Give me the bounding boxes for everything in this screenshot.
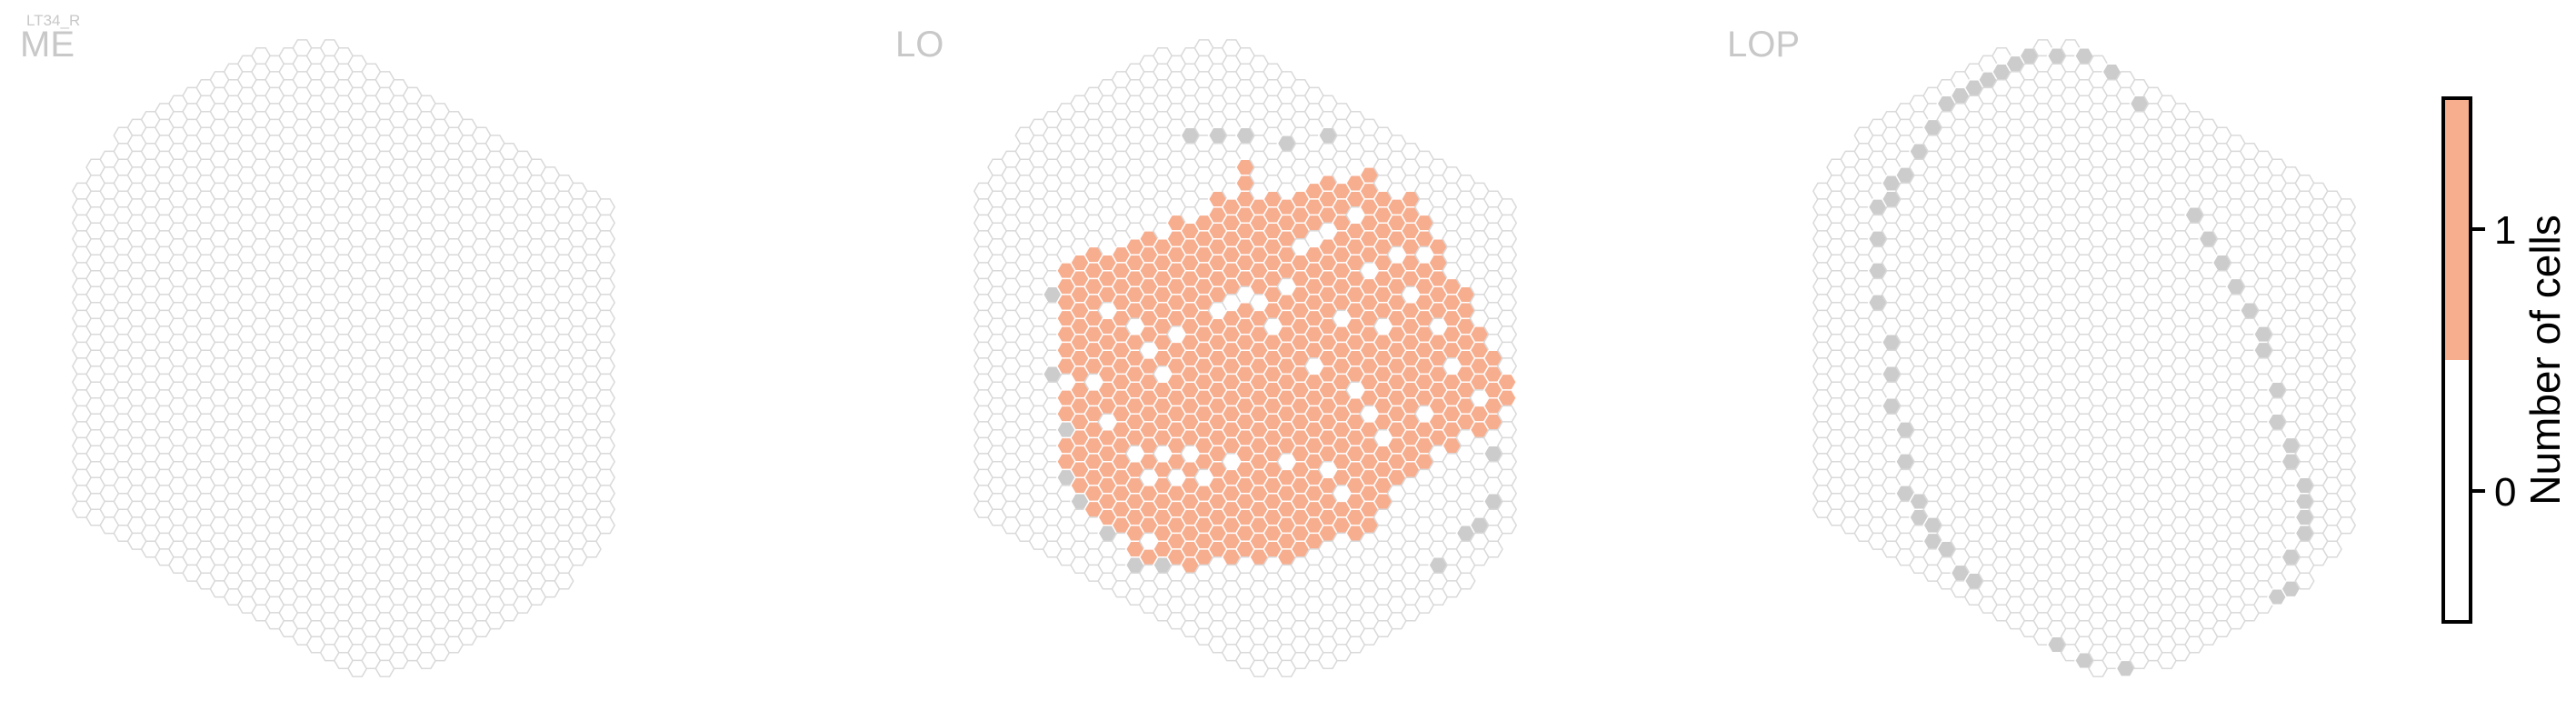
hex-column-empty	[595, 485, 615, 503]
hex-column-empty	[1497, 485, 1517, 503]
hex-column-empty	[2336, 245, 2356, 264]
hex-column-empty	[595, 294, 615, 312]
hex-column-empty	[1497, 325, 1517, 344]
hex-column-one-cell	[1497, 389, 1517, 407]
hex-column-empty	[1497, 468, 1517, 486]
hex-column-empty	[2336, 357, 2356, 376]
hex-column-empty	[1497, 277, 1517, 295]
colorbar-segment-zero	[2443, 360, 2471, 622]
hex-column-empty	[595, 341, 615, 359]
hex-column-empty	[1497, 230, 1517, 248]
hex-column-empty	[595, 262, 615, 280]
hex-column-empty	[2336, 294, 2356, 312]
hex-column-empty	[1497, 294, 1517, 312]
hex-grid-me	[72, 39, 615, 677]
colorbar-tick-label-0: 0	[2494, 470, 2516, 515]
hex-column-empty	[595, 230, 615, 248]
hex-column-empty	[1497, 341, 1517, 359]
hex-column-empty	[2336, 516, 2356, 535]
panel-lop: LOP	[1727, 25, 2356, 677]
hex-column-empty	[595, 357, 615, 376]
hex-grid-lo	[973, 39, 1517, 677]
hex-column-empty	[2336, 373, 2356, 391]
hex-column-empty	[595, 453, 615, 471]
hex-column-empty	[2336, 405, 2356, 423]
hex-column-empty	[2336, 325, 2356, 344]
hex-column-empty	[595, 468, 615, 486]
hex-column-empty	[2294, 572, 2315, 590]
colorbar-tick-label-1: 1	[2494, 208, 2516, 253]
hex-column-empty	[595, 436, 615, 455]
hex-column-empty	[595, 500, 615, 518]
hex-column-empty	[1497, 214, 1517, 232]
hex-column-empty	[2336, 341, 2356, 359]
hex-column-empty	[1483, 540, 1503, 558]
hex-column-empty	[2336, 277, 2356, 295]
hex-column-empty	[1497, 262, 1517, 280]
colorbar: 1 0 Number of cells	[2441, 96, 2569, 624]
hex-column-empty	[595, 309, 615, 327]
hex-column-empty	[595, 373, 615, 391]
hex-column-empty	[1455, 572, 1476, 590]
hex-column-empty	[1497, 453, 1517, 471]
hex-column-empty	[2336, 198, 2356, 216]
hex-column-empty	[595, 277, 615, 295]
hex-column-empty	[2321, 540, 2342, 558]
hex-column-empty	[595, 198, 615, 216]
panel-title-lo: LO	[895, 25, 944, 65]
hex-column-one-cell	[1497, 373, 1517, 391]
hex-column-empty	[1497, 309, 1517, 327]
hex-column-empty	[1497, 436, 1517, 455]
colorbar-segment-one	[2443, 98, 2471, 360]
hex-column-empty	[1497, 516, 1517, 535]
colorbar-frame	[2441, 96, 2472, 624]
hex-column-empty	[2336, 421, 2356, 439]
hex-column-empty	[581, 540, 602, 558]
hex-column-empty	[2336, 500, 2356, 518]
hex-column-empty	[1497, 245, 1517, 264]
hex-column-empty	[1497, 357, 1517, 376]
hex-column-empty	[1497, 421, 1517, 439]
panel-title-me: ME	[20, 25, 75, 65]
hex-column-empty	[595, 325, 615, 344]
hex-column-empty	[1497, 198, 1517, 216]
hex-column-empty	[595, 516, 615, 535]
panel-lo: LO	[895, 25, 1517, 677]
hex-column-empty	[595, 389, 615, 407]
hex-column-empty	[2336, 309, 2356, 327]
hex-column-empty	[595, 421, 615, 439]
hex-grid-lop	[1812, 39, 2356, 677]
hex-column-empty	[2336, 262, 2356, 280]
hex-column-empty	[595, 405, 615, 423]
hex-column-empty	[2336, 389, 2356, 407]
panel-me: ME	[20, 25, 615, 677]
hex-column-empty	[554, 572, 574, 590]
colorbar-title: Number of cells	[2521, 215, 2569, 506]
hex-column-empty	[2336, 436, 2356, 455]
hex-column-empty	[2336, 453, 2356, 471]
hex-column-empty	[2336, 485, 2356, 503]
hex-column-empty	[1497, 500, 1517, 518]
hex-column-empty	[595, 245, 615, 264]
hex-column-empty	[2336, 468, 2356, 486]
hex-column-empty	[1497, 405, 1517, 423]
figure-label: LT34_R	[26, 12, 80, 29]
hex-column-empty	[2336, 214, 2356, 232]
hex-column-empty	[2336, 230, 2356, 248]
hex-column-empty	[595, 214, 615, 232]
panel-title-lop: LOP	[1727, 25, 1800, 65]
